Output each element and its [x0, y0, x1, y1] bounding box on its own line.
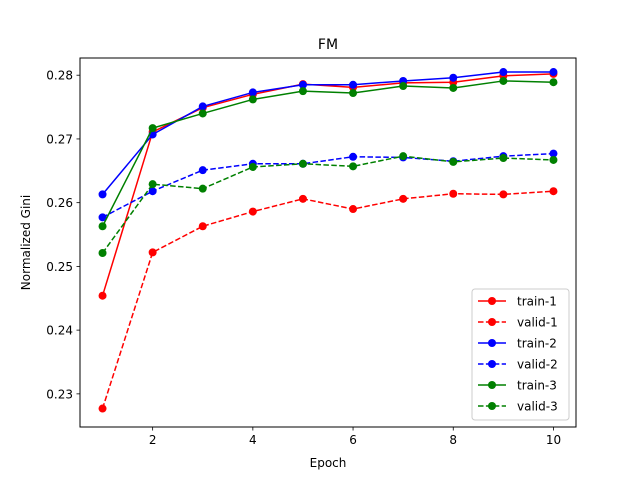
data-point [98, 222, 107, 231]
series-valid-3 [98, 152, 558, 258]
data-point [449, 73, 458, 82]
data-point [399, 194, 408, 203]
data-point [298, 194, 307, 203]
data-point [248, 95, 257, 104]
series-train-3 [98, 76, 558, 231]
legend-marker [488, 381, 496, 389]
series-line [101, 190, 554, 409]
data-point [198, 222, 207, 231]
y-tick-label: 0.26 [46, 196, 73, 210]
data-point [298, 87, 307, 96]
series-line [101, 155, 554, 254]
data-point [148, 124, 157, 133]
data-point [549, 149, 558, 158]
y-tick-label: 0.28 [46, 69, 73, 83]
x-tick-label: 10 [546, 433, 561, 447]
data-point [248, 207, 257, 216]
data-point [148, 187, 157, 196]
data-point [349, 80, 358, 89]
y-tick-label: 0.24 [46, 324, 73, 338]
data-point [349, 162, 358, 171]
data-point [349, 89, 358, 98]
data-point [499, 190, 508, 199]
legend-label: valid-1 [517, 316, 558, 330]
data-point [98, 190, 107, 199]
data-point [98, 404, 107, 413]
data-point [549, 155, 558, 164]
data-point [399, 82, 408, 91]
data-point [549, 78, 558, 87]
data-point [349, 152, 358, 161]
legend: train-1 valid-1 train-2 valid-2 train-3 valid… [471, 288, 570, 421]
data-point [399, 152, 408, 161]
y-tick-label: 0.23 [46, 387, 73, 401]
legend-marker [488, 318, 496, 326]
x-axis: 2 4 6 8 10 [149, 427, 561, 447]
plot-frame [79, 57, 577, 428]
data-point [449, 83, 458, 92]
legend-label: train-2 [517, 337, 557, 351]
legend-label: train-3 [517, 379, 557, 393]
data-point [248, 162, 257, 171]
y-tick-label: 0.27 [46, 132, 73, 146]
y-axis-label: Normalized Gini [19, 195, 33, 290]
legend-marker [488, 339, 496, 347]
x-tick-label: 8 [449, 433, 457, 447]
data-point [499, 76, 508, 85]
series-layer [98, 68, 558, 413]
data-point [248, 88, 257, 97]
series-line [102, 152, 554, 218]
data-point [198, 166, 207, 175]
x-axis-label: Epoch [310, 456, 347, 470]
data-point [98, 213, 107, 222]
series-line [101, 80, 554, 227]
y-tick-label: 0.25 [46, 260, 73, 274]
legend-marker [488, 402, 496, 410]
data-point [98, 249, 107, 258]
x-tick-label: 4 [249, 433, 257, 447]
legend-label: valid-2 [517, 358, 558, 372]
x-tick-label: 6 [349, 433, 357, 447]
data-point [198, 184, 207, 193]
data-point [549, 187, 558, 196]
data-point [198, 102, 207, 111]
data-point [298, 80, 307, 89]
data-point [349, 205, 358, 214]
legend-marker [488, 360, 496, 368]
data-point [198, 109, 207, 118]
data-point [549, 68, 558, 77]
data-point [98, 291, 107, 300]
data-point [499, 154, 508, 163]
data-point [148, 180, 157, 189]
y-axis: 0.23 0.24 0.25 0.26 0.27 0.28 [46, 69, 80, 401]
data-point [148, 248, 157, 257]
data-point [449, 157, 458, 166]
series-valid-1 [98, 187, 558, 413]
data-point [449, 189, 458, 198]
legend-marker [488, 297, 496, 305]
legend-label: valid-3 [517, 400, 558, 414]
data-point [298, 159, 307, 168]
x-tick-label: 2 [149, 433, 157, 447]
legend-label: train-1 [517, 295, 557, 309]
chart-title: FM [318, 37, 338, 53]
data-point [499, 68, 508, 77]
